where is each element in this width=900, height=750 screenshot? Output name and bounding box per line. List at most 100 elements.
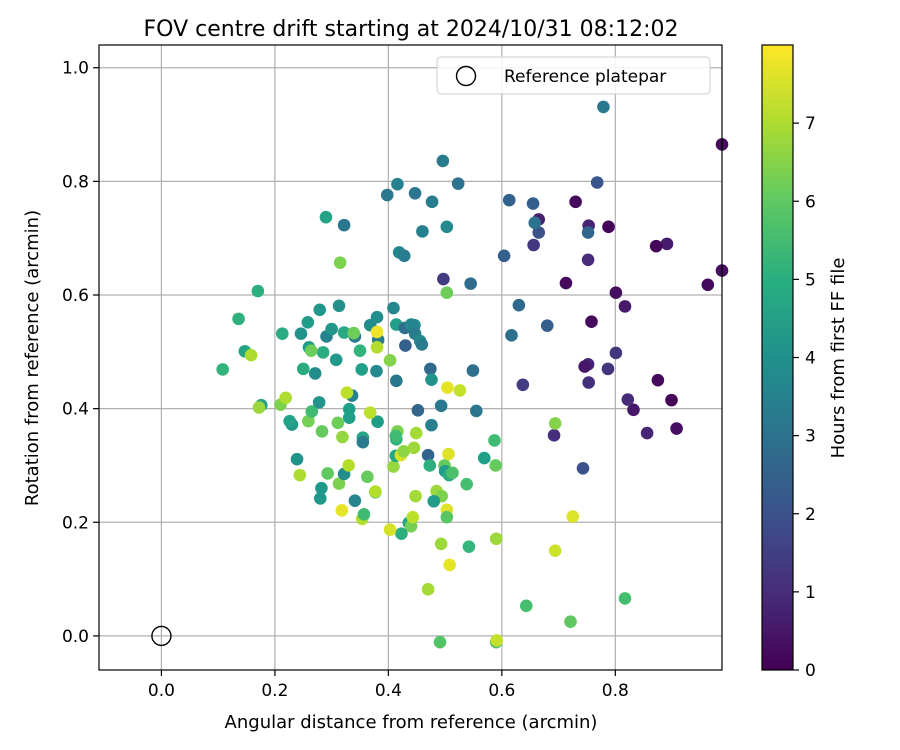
data-point <box>528 216 542 230</box>
data-point <box>383 354 397 367</box>
data-point <box>440 220 454 234</box>
data-point <box>451 177 465 190</box>
data-point <box>361 470 374 484</box>
data-point <box>363 406 377 419</box>
data-point <box>275 327 289 340</box>
data-point <box>527 238 540 252</box>
data-point <box>370 325 384 339</box>
plot-frame <box>98 44 723 671</box>
data-point <box>232 312 245 326</box>
data-point <box>425 418 438 432</box>
data-point <box>383 523 397 536</box>
data-point <box>434 399 448 413</box>
data-point <box>325 322 338 336</box>
colorbar-ticks: 0 1 2 3 4 5 6 7 <box>793 114 816 681</box>
data-point <box>569 195 582 209</box>
x-axis-label: Angular distance from reference (arcmin) <box>225 712 598 733</box>
data-point <box>441 381 454 394</box>
data-point <box>357 508 371 521</box>
data-point <box>488 434 501 447</box>
data-point <box>505 329 518 342</box>
legend-label: Reference platepar <box>504 67 666 87</box>
data-point <box>502 193 516 207</box>
data-point <box>312 396 326 409</box>
y-tick-label: 1.0 <box>62 59 89 79</box>
data-point <box>389 429 403 443</box>
data-point <box>293 468 307 482</box>
data-point <box>442 447 455 461</box>
data-point <box>331 416 345 430</box>
reference-marker-group <box>151 625 172 647</box>
data-point <box>453 384 467 397</box>
data-point <box>337 218 351 232</box>
data-point <box>609 346 623 360</box>
data-point <box>540 319 554 332</box>
data-point <box>466 364 480 377</box>
data-point <box>336 430 349 444</box>
data-point <box>356 435 370 449</box>
data-point <box>353 344 367 357</box>
data-point <box>387 301 400 315</box>
data-point <box>440 510 454 524</box>
data-point <box>411 404 425 417</box>
data-point <box>340 386 354 400</box>
colorbar-tick-label: 0 <box>805 661 816 681</box>
data-point <box>251 284 265 298</box>
data-point <box>252 401 266 414</box>
data-point <box>446 466 459 480</box>
data-point <box>440 286 454 300</box>
data-point <box>332 477 346 490</box>
data-point <box>590 176 604 189</box>
data-point <box>548 544 562 557</box>
colorbar-label: Hours from first FF file <box>828 258 849 459</box>
colorbar-tick-label: 4 <box>805 349 816 369</box>
colorbar <box>761 44 794 671</box>
data-point <box>408 186 422 200</box>
data-point <box>601 362 615 376</box>
data-point <box>333 256 347 269</box>
data-point <box>581 253 595 267</box>
legend: Reference platepar <box>436 56 711 95</box>
data-point <box>425 373 438 386</box>
data-point <box>651 373 665 387</box>
data-point <box>342 459 355 472</box>
data-point <box>342 402 356 416</box>
data-point <box>470 404 483 418</box>
data-point <box>313 492 327 505</box>
data-point <box>387 460 400 473</box>
plot-points <box>216 100 729 649</box>
data-point <box>427 494 441 508</box>
data-point <box>371 415 384 429</box>
data-point <box>355 363 369 376</box>
data-point <box>369 485 382 498</box>
data-point <box>516 378 530 392</box>
colorbar-tick-label: 5 <box>805 270 816 290</box>
data-point <box>406 510 420 524</box>
data-point <box>421 448 435 462</box>
y-tick-label: 0.6 <box>62 286 89 306</box>
x-axis-ticks: 0.0 0.2 0.4 0.6 0.8 <box>148 670 629 701</box>
data-point <box>391 177 404 191</box>
reference-marker <box>151 625 172 647</box>
data-point <box>319 210 333 224</box>
data-point <box>443 558 456 572</box>
data-point <box>399 339 412 352</box>
data-point <box>283 414 296 428</box>
data-point <box>304 344 318 357</box>
data-point <box>424 362 437 376</box>
data-point <box>566 510 580 523</box>
data-point <box>407 441 421 455</box>
data-point <box>489 459 502 472</box>
data-point <box>397 249 411 263</box>
data-point <box>519 599 533 613</box>
data-point <box>332 299 346 313</box>
x-tick-label: 0.4 <box>375 681 402 701</box>
colorbar-tick-label: 1 <box>805 583 816 603</box>
data-point <box>409 426 423 440</box>
data-point <box>660 237 674 251</box>
colorbar-tick-label: 2 <box>805 505 816 525</box>
data-point <box>497 249 511 263</box>
data-point <box>425 195 439 209</box>
data-point <box>665 393 678 407</box>
data-point <box>526 197 540 210</box>
